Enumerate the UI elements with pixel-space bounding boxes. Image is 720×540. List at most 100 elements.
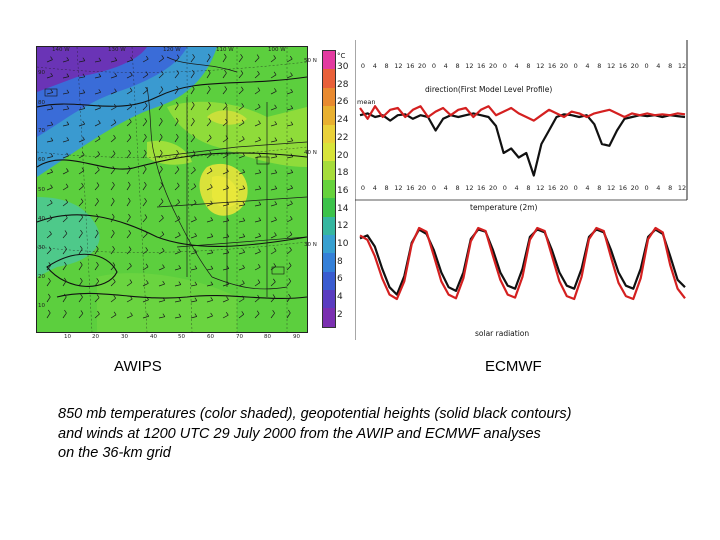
wind-barb-flag [65,214,68,219]
wind-barb [286,58,293,63]
caption-line: on the 36-km grid [58,445,171,461]
wind-barb-flag [145,263,149,267]
wind-barb [270,123,277,127]
wind-barb [46,187,53,191]
wind-barb [94,76,101,79]
tick-label: 4 [373,184,377,192]
colorbar-tick: 26 [337,97,349,108]
wind-barb-flag [97,135,101,140]
wind-barb [222,236,229,239]
wind-barb [142,74,149,79]
wind-barb-flag [82,105,86,109]
wind-barb-flag [210,184,213,188]
wind-barb-flag [144,197,147,202]
wind-barb-flag [273,278,276,283]
wind-barb-flag [226,217,230,221]
tick-label: 0 [503,62,507,70]
wind-barb-flag [176,54,180,58]
wind-barb-flag [98,89,102,93]
wind-barb-flag [50,121,54,126]
wind-barb [158,58,164,63]
wind-barb-flag [50,137,54,141]
wind-barb [94,91,101,95]
wind-barb [286,140,293,143]
map-left-label: 70 [38,128,45,134]
wind-barb [62,59,69,63]
wind-barb [254,106,261,111]
wind-barb-flag [160,117,163,122]
tick-label: 4 [444,184,448,192]
wind-barb [46,108,53,111]
wind-barb [78,139,85,143]
colorbar-swatch [323,179,335,199]
tick-label: 12 [465,62,473,70]
wind-barb [174,267,181,271]
wind-barb-flag [96,294,100,298]
wind-barb [190,186,197,191]
wind-barb-flag [146,280,149,284]
colorbar-swatch [323,124,335,143]
wind-barb-flag [144,118,148,122]
wind-barb [174,251,181,255]
wind-barb [62,202,68,207]
wind-barb [46,156,53,159]
wind-barb-flag [160,102,163,106]
colorbar-swatch [323,106,335,125]
map-top-label: 120 W [163,47,181,53]
wind-barb [238,122,245,127]
wind-barb [126,121,132,127]
wind-barb [158,234,165,239]
wind-barb-flag [226,233,230,238]
wind-barb [206,170,213,175]
colorbar-swatch [323,161,335,180]
wind-barb [94,154,100,159]
wind-barb-flag [208,85,211,90]
colorbar-tick: 18 [337,168,349,179]
wind-barb-flag [274,88,277,92]
wind-barb-flag [257,70,260,75]
wind-barb [206,268,213,271]
wind-barb [222,220,229,223]
map-bottom-label: 60 [207,334,214,340]
wind-barb [78,170,85,175]
wind-barb-flag [112,229,115,234]
wind-barb [78,313,84,319]
wind-barb [78,232,83,239]
tick-label: 16 [477,62,485,70]
wind-barb [190,169,196,175]
wind-barb-flag [289,55,293,60]
wind-barb [238,252,245,255]
wind-barb-flag [257,103,261,108]
wind-barb [158,104,163,111]
wind-barb-flag [48,277,51,282]
wind-barb-flag [290,184,293,189]
tick-label: 20 [489,62,497,70]
temperature-map [36,46,308,333]
wind-barb [270,188,277,191]
tick-label: 20 [418,184,426,192]
wind-barb-flag [274,137,278,141]
wind-barb [94,107,101,111]
wind-barb [94,248,99,255]
wind-barb [206,56,211,63]
colorbar-tick: 14 [337,203,349,214]
wind-barb [126,168,131,175]
wind-barb-flag [129,87,133,92]
wind-barb [174,73,180,79]
wind-barb [158,316,165,319]
wind-barb [190,235,197,239]
wind-barb-flag [128,150,131,154]
wind-barb [62,248,67,255]
wind-barb-flag [47,293,51,298]
wind-barb [222,138,229,143]
wind-barb-flag [194,232,197,237]
wind-barb [78,201,84,207]
wind-barb [270,57,276,63]
wind-barb-flag [290,105,294,109]
wind-barb [206,137,212,143]
wind-barb [142,168,147,175]
wind-barb-flag [194,265,198,269]
wind-barb [46,233,52,239]
wind-barb [142,249,148,255]
colorbar-tick: 12 [337,221,349,232]
